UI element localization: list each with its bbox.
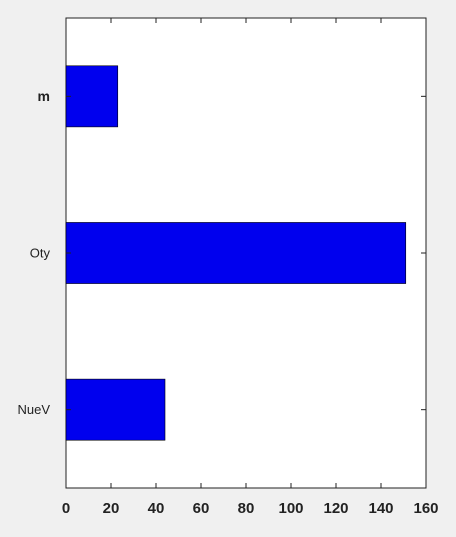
xtick-label-20: 20: [103, 500, 120, 517]
category-label-m: m: [38, 88, 50, 104]
xtick-label-40: 40: [148, 500, 165, 517]
bar-oty: [65, 222, 407, 284]
xtick-label-120: 120: [323, 500, 348, 517]
bar-nuev: [65, 378, 166, 441]
bars-layer: [65, 65, 407, 441]
xtick-label-160: 160: [413, 500, 438, 517]
xtick-label-0: 0: [62, 500, 70, 517]
xtick-label-80: 80: [238, 500, 255, 517]
labels-layer: m Oty NueV 0 20 40 60 80 100 120 140 160: [17, 88, 438, 517]
xtick-label-100: 100: [278, 500, 303, 517]
category-label-nuev: NueV: [17, 402, 50, 417]
xtick-label-60: 60: [193, 500, 210, 517]
bar-m: [65, 65, 119, 128]
category-label-oty: Oty: [30, 246, 51, 261]
ticks-layer: [65, 18, 427, 488]
xtick-label-140: 140: [368, 500, 393, 517]
